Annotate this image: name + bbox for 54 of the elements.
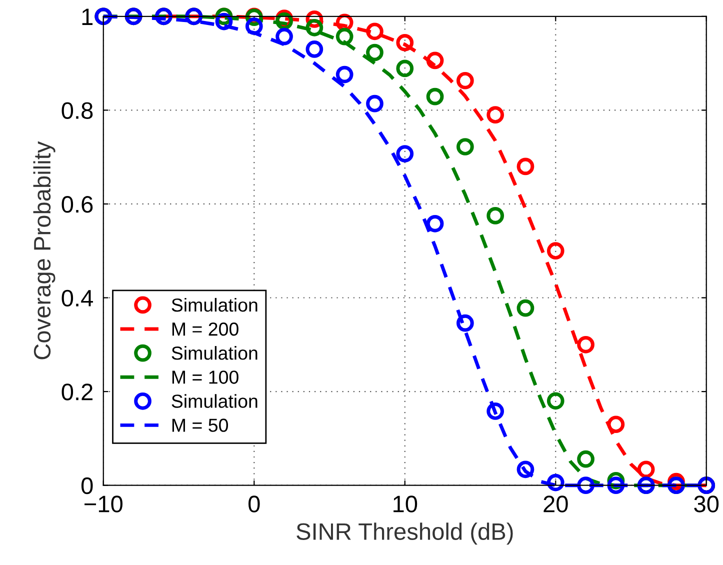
y-axis-title: Coverage Probability [33, 141, 56, 360]
point [486, 106, 504, 124]
point [396, 60, 414, 78]
point [336, 28, 354, 46]
point [396, 145, 414, 162]
point [336, 66, 354, 84]
point [426, 52, 444, 70]
y-tick-label: 0.4 [62, 290, 93, 307]
point [577, 450, 594, 468]
legend-label: M = 100 [172, 370, 238, 384]
point [546, 242, 564, 260]
point [637, 460, 655, 478]
point [456, 72, 474, 90]
y-tick-label: 1 [82, 8, 93, 25]
point [245, 18, 263, 35]
point [396, 34, 414, 52]
point [546, 392, 564, 410]
point [516, 460, 534, 478]
point [456, 314, 474, 332]
x-tick-label: 30 [694, 496, 719, 512]
legend-label: Simulation [172, 298, 258, 312]
point [215, 12, 233, 30]
y-tick-label: 0.6 [62, 196, 93, 213]
legend-label: M = 50 [172, 418, 228, 432]
y-tick-label: 0.2 [62, 384, 92, 400]
point [426, 214, 444, 232]
x-axis-title: SINR Threshold (dB) [296, 522, 513, 545]
point [577, 336, 594, 354]
point [426, 88, 444, 106]
point [546, 474, 564, 492]
point [486, 402, 504, 420]
point [276, 12, 293, 30]
point [366, 22, 384, 40]
point [516, 299, 534, 317]
point [456, 138, 474, 156]
legend-label: M = 200 [172, 322, 238, 336]
legend-label: Simulation [172, 346, 258, 360]
legend-label: Simulation [172, 394, 258, 408]
point [486, 207, 504, 224]
x-tick-label: 10 [394, 496, 418, 512]
point [366, 94, 384, 112]
point [306, 18, 324, 36]
x-tick-label: −10 [84, 496, 122, 512]
x-tick-label: 20 [544, 496, 568, 512]
point [577, 476, 594, 494]
point [607, 416, 625, 434]
x-tick-label: 0 [248, 496, 260, 512]
point [306, 40, 324, 58]
y-tick-label: 0 [81, 477, 93, 494]
point [607, 476, 625, 494]
point [276, 28, 293, 46]
y-tick-label: 0.8 [62, 102, 93, 119]
point [366, 44, 384, 62]
point [516, 158, 534, 176]
